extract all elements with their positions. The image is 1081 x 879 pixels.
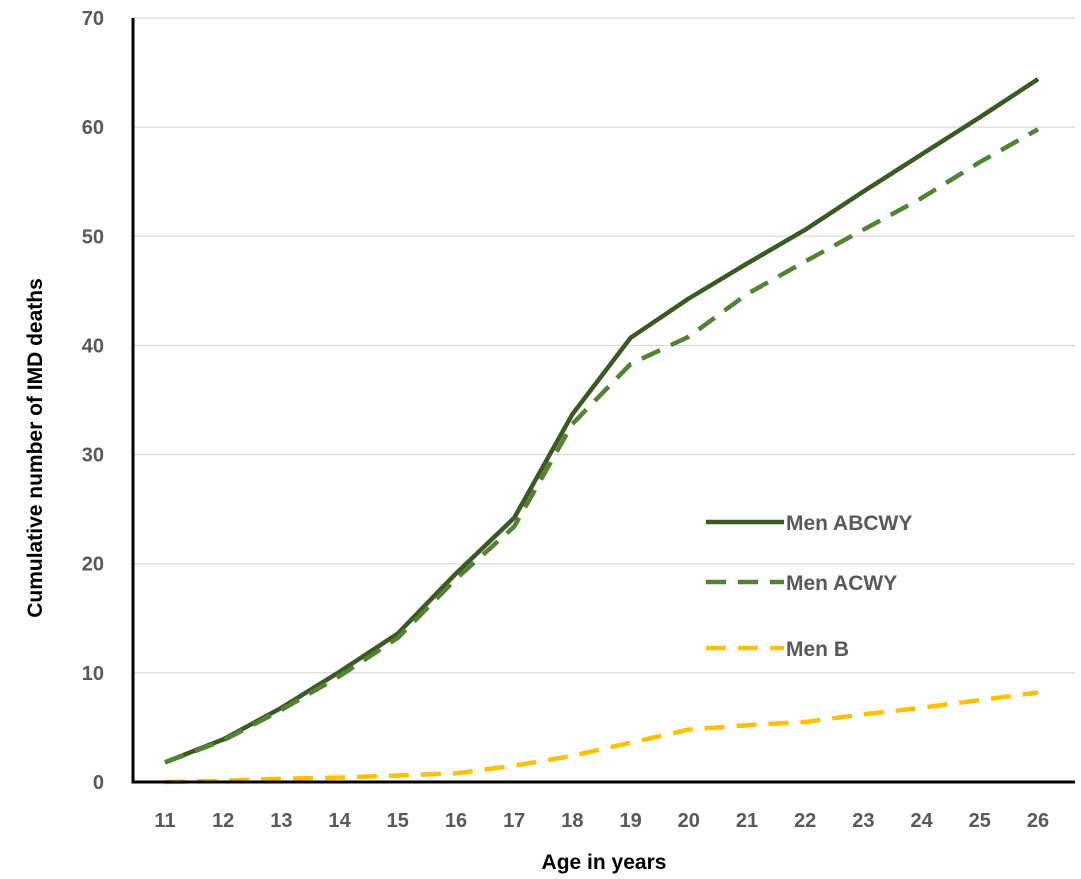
- x-tick-label: 18: [561, 810, 583, 832]
- y-tick-label: 60: [82, 117, 104, 139]
- x-tick-label: 12: [212, 810, 234, 832]
- x-tick-label: 25: [969, 810, 991, 832]
- y-tick-label: 30: [82, 445, 104, 467]
- x-tick-label: 26: [1027, 810, 1049, 832]
- x-tick-label: 19: [619, 810, 641, 832]
- x-tick-label: 11: [154, 810, 175, 832]
- y-tick-label: 40: [82, 335, 104, 357]
- series-line-men-b: [164, 690, 1039, 785]
- x-axis-title: Age in years: [542, 851, 667, 874]
- x-tick-label: 23: [852, 810, 874, 832]
- x-tick-label: 16: [445, 810, 467, 832]
- y-axis-title: Cumulative number of IMD deaths: [24, 278, 47, 618]
- series-line-men-acwy: [164, 127, 1040, 765]
- legend-label: Men B: [786, 638, 849, 661]
- gridlines: [133, 17, 1075, 674]
- legend: Men ABCWY Men ACWY Men B: [706, 512, 912, 661]
- y-tick-label: 0: [93, 772, 104, 794]
- y-tick-label: 70: [82, 8, 104, 30]
- series-line-men-abcwy: [164, 77, 1040, 765]
- x-tick-label: 15: [387, 810, 409, 832]
- x-tick-label: 21: [736, 810, 758, 832]
- x-tick-label: 13: [270, 810, 292, 832]
- y-tick-label: 50: [82, 226, 104, 248]
- y-tick-labels: 0 10 20 30 40 50 60 70: [82, 8, 104, 794]
- x-tick-label: 20: [678, 810, 700, 832]
- axes: [131, 18, 1075, 784]
- legend-label: Men ABCWY: [786, 512, 912, 535]
- y-tick-label: 10: [82, 663, 104, 685]
- x-tick-label: 24: [910, 810, 933, 832]
- series-lines: [164, 77, 1040, 785]
- x-tick-label: 17: [503, 810, 525, 832]
- y-tick-label: 20: [82, 554, 104, 576]
- x-tick-labels: 11 12 13 14 15 16 17 18 19 20 21 22 23 24 25 26: [154, 810, 1049, 832]
- x-tick-label: 14: [328, 810, 351, 832]
- x-tick-label: 22: [794, 810, 816, 832]
- legend-label: Men ACWY: [786, 572, 897, 595]
